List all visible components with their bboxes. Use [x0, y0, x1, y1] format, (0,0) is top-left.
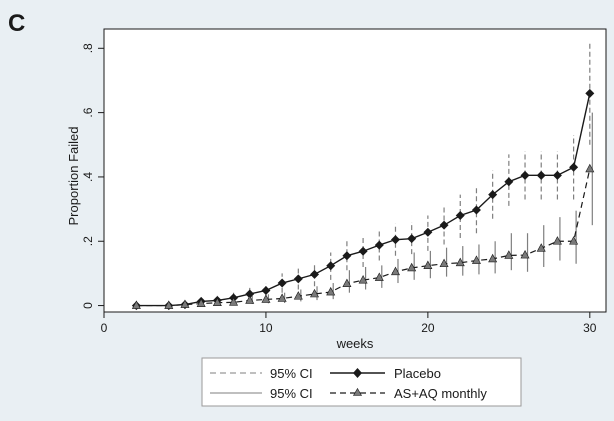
data-point-triangle	[390, 266, 400, 276]
legend-triangle-marker	[352, 387, 363, 396]
data-point-diamond	[439, 220, 449, 230]
data-point-triangle	[358, 275, 368, 284]
x-tick-label: 20	[421, 321, 435, 335]
legend-label: AS+AQ monthly	[394, 386, 487, 401]
data-point-diamond	[277, 278, 287, 288]
data-point-triangle	[585, 163, 595, 173]
legend-diamond-marker	[353, 368, 362, 378]
y-tick-label: 0	[81, 302, 95, 309]
data-point-triangle	[455, 257, 465, 267]
data-point-diamond	[245, 289, 255, 299]
data-point-diamond	[293, 274, 303, 284]
data-point-diamond	[488, 190, 498, 200]
data-point-triangle	[439, 258, 449, 268]
legend-box	[201, 357, 522, 407]
data-point-triangle	[342, 278, 352, 287]
x-axis: 0 10 20 30	[101, 312, 597, 335]
data-point-diamond	[569, 162, 579, 172]
data-point-diamond	[520, 170, 530, 180]
data-point-triangle	[569, 236, 579, 245]
data-point-diamond	[358, 246, 368, 256]
data-point-triangle	[229, 297, 239, 306]
data-point-triangle	[293, 291, 303, 300]
data-point-triangle	[180, 299, 190, 308]
data-point-diamond	[552, 170, 562, 180]
data-point-diamond	[407, 234, 417, 244]
data-point-diamond	[585, 88, 595, 98]
y-axis-title: Proportion Failed	[66, 127, 81, 226]
legend-label: Placebo	[394, 366, 441, 381]
data-point-diamond	[261, 285, 271, 295]
data-point-triangle	[552, 236, 562, 245]
data-point-diamond	[326, 261, 336, 271]
legend-label: 95% CI	[270, 386, 313, 401]
data-point-triangle	[504, 250, 514, 259]
data-point-triangle	[277, 293, 287, 302]
data-point-triangle	[423, 260, 433, 269]
data-point-triangle	[407, 262, 417, 272]
data-point-diamond	[455, 211, 465, 221]
data-point-triangle	[374, 272, 384, 281]
chart-marks	[131, 41, 595, 311]
data-point-triangle	[196, 298, 206, 307]
data-point-diamond	[504, 177, 514, 187]
data-point-triangle	[212, 297, 222, 306]
data-point-diamond	[310, 269, 320, 279]
y-tick-label: .2	[81, 236, 95, 246]
data-point-triangle	[245, 295, 255, 304]
data-point-triangle	[520, 249, 530, 259]
data-point-diamond	[471, 205, 481, 215]
x-tick-label: 0	[101, 321, 108, 335]
series-placebo	[131, 88, 595, 311]
x-tick-label: 30	[583, 321, 597, 335]
panel-label: C	[8, 10, 25, 37]
series-line	[136, 93, 591, 307]
x-tick-label: 10	[259, 321, 273, 335]
data-point-diamond	[536, 170, 546, 180]
data-point-triangle	[326, 286, 336, 296]
data-point-triangle	[310, 288, 320, 298]
y-tick-label: .6	[81, 107, 95, 117]
data-point-diamond	[423, 227, 433, 237]
x-axis-title: weeks	[336, 336, 374, 351]
legend-entry-ci-dashed: 95% CI	[210, 366, 313, 381]
data-point-triangle	[536, 243, 546, 252]
legend-entry-asaq: AS+AQ monthly	[330, 386, 487, 401]
data-point-triangle	[488, 253, 498, 263]
legend-label: 95% CI	[270, 366, 313, 381]
legend-entry-placebo: Placebo	[330, 366, 441, 381]
data-point-diamond	[342, 251, 352, 261]
data-point-triangle	[131, 300, 141, 309]
y-tick-label: .4	[81, 172, 95, 182]
y-axis: 0 .2 .4 .6 .8	[81, 43, 104, 309]
legend-entry-ci-solid: 95% CI	[210, 386, 313, 401]
y-tick-label: .8	[81, 43, 95, 53]
data-point-triangle	[471, 255, 481, 264]
data-point-triangle	[261, 294, 271, 303]
plot-area	[103, 28, 607, 313]
data-point-triangle	[164, 300, 174, 309]
data-point-diamond	[390, 235, 400, 245]
series-asaq	[131, 163, 595, 309]
data-point-diamond	[374, 240, 384, 250]
legend: 95% CI Placebo 95% CI AS+AQ monthly	[201, 357, 522, 407]
